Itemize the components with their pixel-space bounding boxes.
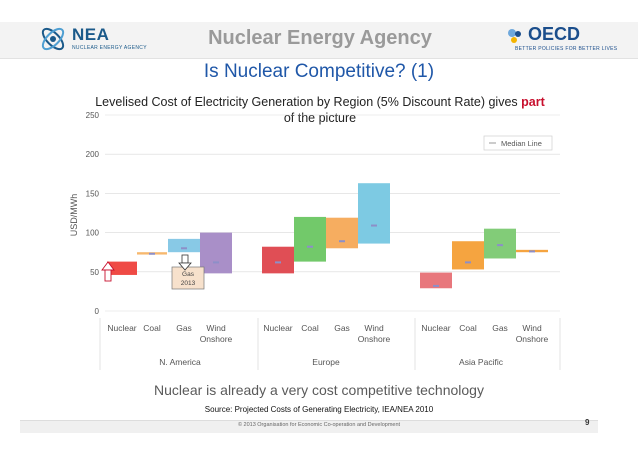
bar-europe-nuclear: [262, 246, 294, 274]
oecd-subtitle: BETTER POLICIES FOR BETTER LIVES: [515, 46, 618, 52]
nea-logo: NEA NUCLEAR ENERGY AGENCY: [38, 24, 178, 56]
subtitle-highlight: part: [521, 95, 545, 109]
legend-label: Median Line: [501, 139, 542, 148]
region-label: Europe: [312, 357, 340, 367]
bar-asia-pacific-gas: [484, 228, 516, 259]
y-axis-ticks: 0 50 100 150 200 250: [86, 111, 100, 316]
subtitle-main: Levelised Cost of Electricity Generation…: [95, 95, 522, 109]
median-marker: [275, 261, 281, 264]
median-marker: [307, 245, 313, 248]
median-marker: [497, 244, 503, 247]
y-axis-label: USD/MWh: [69, 194, 79, 237]
slide-subtitle: Levelised Cost of Electricity Generation…: [90, 94, 550, 126]
median-marker: [149, 252, 155, 255]
x-tick-label: Nuclear: [421, 323, 450, 333]
gas-2013-annotation: Gas 2013: [171, 266, 205, 290]
x-tick-label: Onshore: [358, 334, 391, 344]
region-label: N. America: [159, 357, 201, 367]
x-tick-label: Coal: [301, 323, 319, 333]
x-tick-label: Coal: [459, 323, 477, 333]
x-tick-label: Gas: [176, 323, 192, 333]
median-marker: [339, 240, 345, 243]
nea-atom-icon: [41, 27, 65, 51]
median-marker: [465, 261, 471, 264]
bar-n-america-nuclear: [107, 261, 137, 275]
x-tick-label: Nuclear: [263, 323, 292, 333]
median-marker: [213, 261, 219, 264]
x-tick-label: Onshore: [516, 334, 549, 344]
y-tick-label: 100: [86, 229, 100, 238]
header-band: [0, 22, 638, 59]
lcoe-chart: 0 50 100 150 200 250 USD/MWh Nuclear Coal Gas Wi…: [69, 111, 561, 370]
copyright: © 2013 Organisation for Economic Co-oper…: [237, 422, 401, 428]
oecd-name: OECD: [528, 24, 581, 44]
up-arrow-icon: [101, 261, 115, 282]
median-marker: [371, 224, 377, 227]
chart-bars: [107, 183, 548, 289]
x-tick-label: Gas: [334, 323, 350, 333]
x-tick-label: Wind: [206, 323, 226, 333]
x-tick-label: Nuclear: [107, 323, 136, 333]
oecd-emblem-icon: [508, 29, 521, 43]
bar-europe-coal: [294, 216, 326, 262]
x-tick-label: Wind: [522, 323, 542, 333]
y-tick-label: 0: [95, 307, 100, 316]
median-marker: [433, 284, 439, 287]
bar-n-america-gas: [168, 238, 200, 253]
median-marker: [529, 250, 535, 253]
legend: Median Line: [483, 135, 553, 151]
bar-asia-pacific-nuclear: [420, 272, 452, 289]
annotation-line-1: Gas: [182, 271, 195, 278]
y-tick-label: 200: [86, 150, 100, 159]
footer-band: [20, 420, 598, 433]
oecd-logo: OECD BETTER POLICIES FOR BETTER LIVES: [505, 24, 617, 56]
region-label: Asia Pacific: [459, 357, 504, 367]
subtitle-end: of the picture: [283, 111, 357, 125]
bar-europe-gas: [326, 217, 358, 249]
annotation-line-2: 2013: [181, 280, 196, 287]
median-marker: [181, 247, 187, 250]
y-tick-label: 150: [86, 189, 100, 198]
source-citation: Source: Projected Costs of Generating El…: [204, 405, 434, 414]
down-arrow-icon: [178, 254, 192, 271]
legend-box: [483, 135, 553, 151]
bar-europe-wind-onshore: [358, 183, 390, 244]
x-tick-label: Coal: [143, 323, 161, 333]
slide-title: Is Nuclear Competitive? (1): [203, 61, 435, 82]
x-tick-label: Wind: [364, 323, 384, 333]
bar-asia-pacific-coal: [452, 241, 484, 270]
x-tick-label: Onshore: [200, 334, 233, 344]
takeaway-text: Nuclear is already a very cost competiti…: [154, 382, 484, 398]
nea-name: NEA: [72, 25, 110, 44]
bar-n-america-wind-onshore: [200, 232, 232, 274]
x-tick-label: Gas: [492, 323, 508, 333]
page-number: 9: [585, 418, 590, 427]
y-tick-label: 50: [90, 268, 99, 277]
region-labels: N. America Europe Asia Pacific: [99, 318, 561, 370]
y-tick-label: 250: [86, 111, 100, 120]
nea-subtitle: NUCLEAR ENERGY AGENCY: [72, 45, 147, 51]
agency-title: Nuclear Energy Agency: [208, 27, 432, 49]
